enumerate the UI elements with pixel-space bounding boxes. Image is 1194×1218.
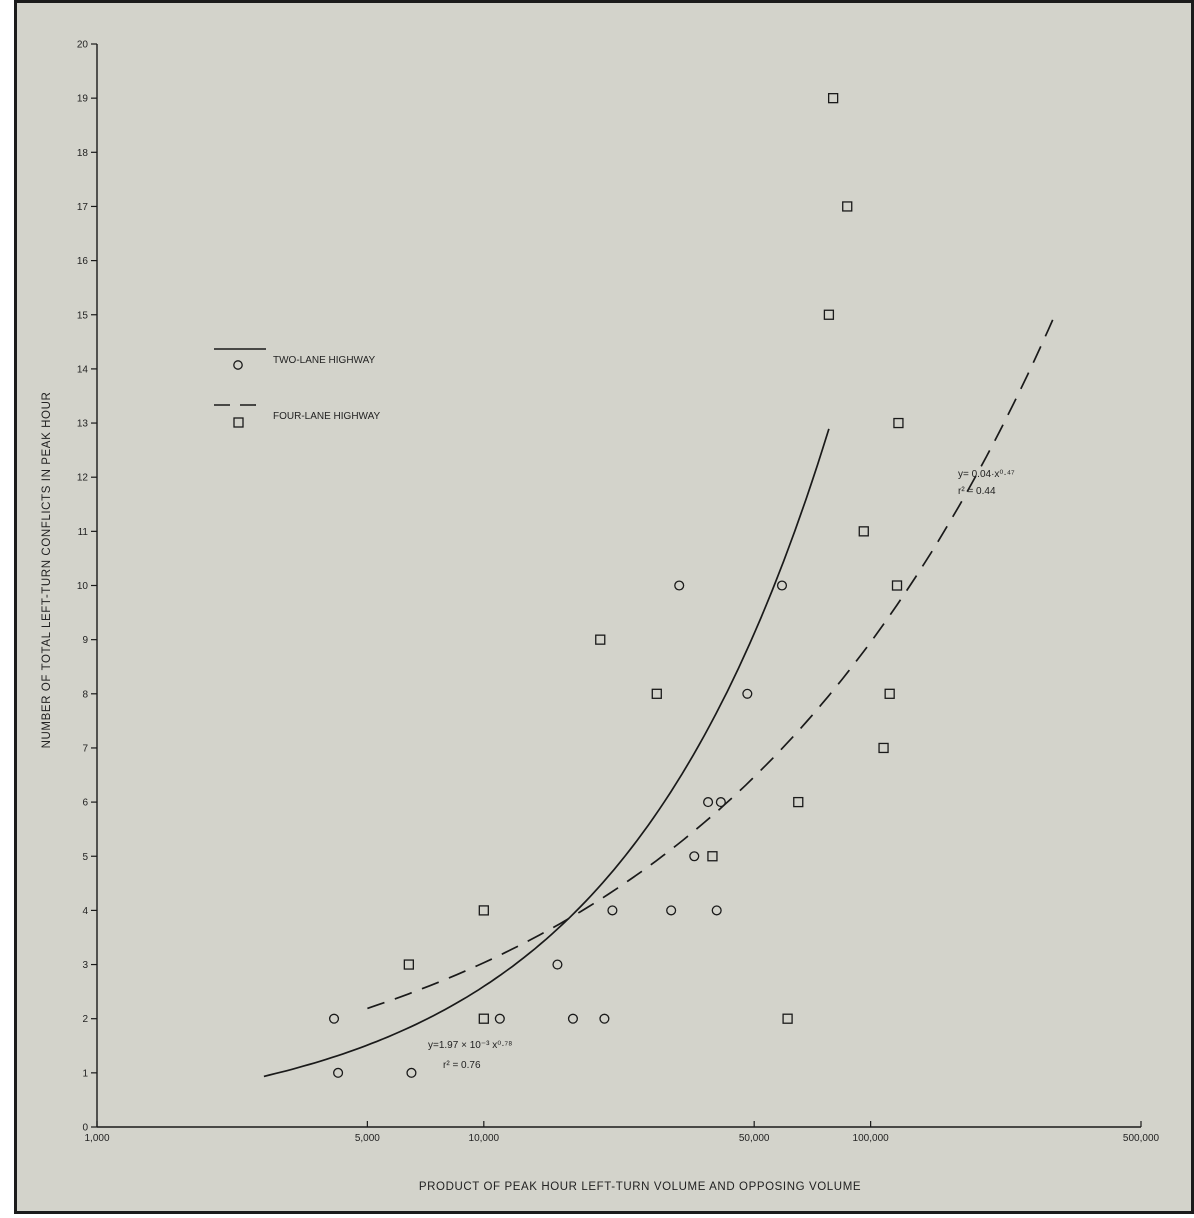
four-lane-point	[478, 905, 489, 916]
four-lane-fit-curve	[367, 313, 1056, 1010]
two-lane-fit-curve	[263, 428, 830, 1078]
y-tick-label: 15	[77, 310, 89, 321]
chart-frame	[14, 0, 1194, 1214]
four-lane-point	[858, 526, 869, 537]
two-lane-point	[328, 1013, 340, 1024]
y-tick-label: 10	[77, 581, 89, 592]
two-lane-point	[567, 1013, 579, 1024]
y-tick-label: 18	[77, 148, 89, 159]
four-lane-point	[891, 580, 903, 591]
two-lane-point	[715, 797, 726, 808]
y-tick-label: 17	[77, 202, 89, 213]
four-lane-point	[827, 93, 839, 104]
y-tick-label: 3	[82, 960, 88, 971]
two-lane-point	[742, 688, 753, 699]
legend-label-two-lane: TWO-LANE HIGHWAY	[273, 355, 376, 366]
two-lane-fit-r2: r² = 0.76	[443, 1060, 481, 1071]
four-lane-point	[782, 1013, 793, 1024]
y-tick-label: 0	[82, 1123, 88, 1134]
four-lane-point	[842, 201, 853, 212]
four-lane-point	[823, 309, 835, 320]
four-lane-point	[651, 688, 662, 699]
y-tick-label: 7	[82, 743, 88, 754]
two-lane-point	[599, 1013, 610, 1024]
data-points	[328, 93, 904, 1078]
four-lane-point	[403, 959, 414, 970]
y-tick-label: 20	[77, 40, 89, 51]
y-tick-label: 19	[77, 94, 89, 105]
four-lane-point	[707, 851, 718, 862]
x-tick-label: 100,000	[853, 1133, 890, 1144]
annotations: y=1.97 × 10⁻³ x⁰·⁷⁸ r² = 0.76 y= 0.04·x⁰…	[428, 469, 1015, 1071]
legend-circle-marker	[233, 360, 243, 370]
legend-square-marker	[233, 417, 244, 428]
two-lane-fit-equation: y=1.97 × 10⁻³ x⁰·⁷⁸	[428, 1040, 512, 1051]
x-tick-label: 10,000	[469, 1133, 500, 1144]
two-lane-point	[552, 959, 563, 970]
four-lane-fit-equation: y= 0.04·x⁰·⁴⁷	[958, 469, 1015, 480]
legend-entry-four-lane: FOUR-LANE HIGHWAY	[214, 404, 381, 428]
y-tick-label: 12	[77, 473, 89, 484]
four-lane-point	[884, 688, 895, 699]
legend-label-four-lane: FOUR-LANE HIGHWAY	[273, 411, 381, 422]
y-tick-label: 1	[82, 1068, 88, 1079]
four-lane-point	[793, 796, 804, 808]
y-tick-label: 4	[82, 906, 88, 917]
two-lane-point	[776, 580, 788, 591]
two-lane-point	[607, 905, 618, 916]
two-lane-point	[689, 851, 700, 862]
x-tick-label: 50,000	[739, 1133, 770, 1144]
two-lane-point	[711, 905, 722, 916]
y-tick-label: 13	[77, 419, 89, 430]
y-tick-label: 9	[82, 635, 88, 646]
y-tick-label: 6	[82, 798, 88, 809]
four-lane-point	[878, 742, 889, 754]
two-lane-point	[666, 905, 677, 916]
four-lane-fit-r2: r² = 0.44	[958, 486, 996, 497]
y-tick-label: 11	[78, 527, 89, 538]
x-tick-label: 500,000	[1123, 1133, 1160, 1144]
y-tick-label: 16	[77, 256, 89, 267]
two-lane-point	[494, 1013, 505, 1024]
four-lane-point	[595, 634, 606, 645]
two-lane-point	[674, 580, 685, 591]
legend: TWO-LANE HIGHWAY FOUR-LANE HIGHWAY	[214, 348, 381, 428]
fit-curves	[263, 313, 1056, 1078]
four-lane-point	[893, 417, 904, 429]
four-lane-point	[478, 1013, 489, 1024]
y-tick-label: 8	[82, 689, 88, 700]
two-lane-point	[406, 1067, 417, 1078]
x-tick-label: 1,000	[84, 1133, 109, 1144]
x-axis-title: PRODUCT OF PEAK HOUR LEFT-TURN VOLUME AN…	[419, 1181, 861, 1193]
two-lane-point	[703, 797, 714, 808]
y-tick-label: 5	[82, 852, 88, 863]
legend-entry-two-lane: TWO-LANE HIGHWAY	[214, 348, 376, 370]
y-axis-title: NUMBER OF TOTAL LEFT-TURN CONFLICTS IN P…	[41, 392, 53, 749]
x-tick-label: 5,000	[355, 1133, 380, 1144]
y-tick-label: 2	[82, 1014, 88, 1025]
y-tick-label: 14	[77, 364, 89, 375]
axes	[96, 44, 1141, 1128]
two-lane-point	[333, 1067, 344, 1078]
